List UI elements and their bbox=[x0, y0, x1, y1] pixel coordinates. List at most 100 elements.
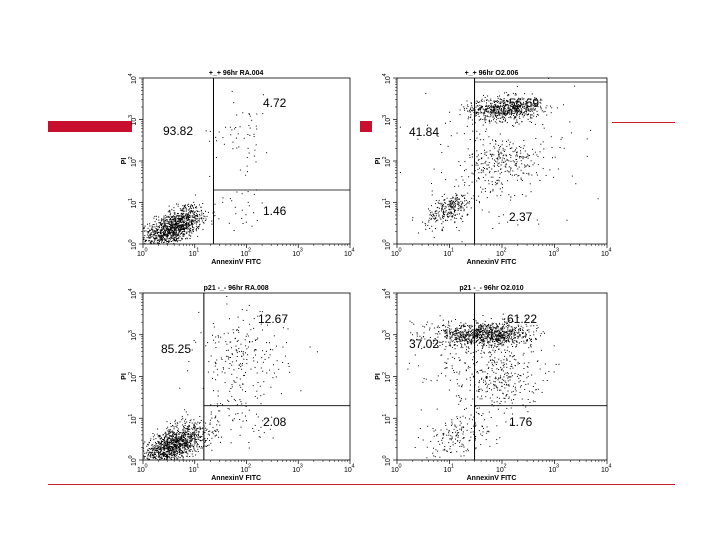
event-point bbox=[316, 351, 318, 353]
event-point bbox=[197, 427, 199, 429]
event-point bbox=[208, 361, 210, 363]
event-point bbox=[170, 442, 172, 444]
y-tick-exponent: 2 bbox=[128, 372, 134, 375]
event-point bbox=[163, 228, 165, 230]
event-point bbox=[458, 161, 460, 163]
event-point bbox=[498, 348, 500, 350]
event-point bbox=[191, 211, 193, 212]
event-point bbox=[485, 130, 487, 132]
event-point bbox=[514, 109, 516, 111]
event-point bbox=[486, 329, 488, 331]
event-point bbox=[508, 331, 510, 333]
event-point bbox=[169, 226, 171, 228]
event-point bbox=[542, 331, 544, 333]
event-point bbox=[433, 168, 435, 170]
event-point bbox=[212, 431, 214, 433]
event-point bbox=[530, 102, 532, 103]
event-point bbox=[172, 237, 174, 239]
event-point bbox=[435, 200, 437, 201]
event-point bbox=[236, 352, 238, 354]
event-point bbox=[215, 157, 217, 158]
event-point bbox=[183, 206, 185, 208]
event-point bbox=[503, 333, 505, 335]
event-point bbox=[529, 337, 530, 339]
event-point bbox=[176, 444, 178, 446]
event-point bbox=[437, 325, 439, 327]
event-point bbox=[520, 178, 522, 180]
event-point bbox=[511, 147, 513, 149]
event-point bbox=[477, 333, 479, 335]
event-point bbox=[429, 214, 431, 216]
event-point bbox=[166, 440, 168, 442]
event-point bbox=[265, 350, 267, 352]
event-point bbox=[167, 231, 169, 233]
event-point bbox=[448, 341, 450, 343]
event-point bbox=[272, 349, 274, 351]
event-point bbox=[512, 320, 514, 322]
event-point bbox=[485, 128, 487, 130]
x-tick-label: 10 bbox=[292, 467, 300, 474]
event-point bbox=[168, 242, 170, 243]
event-point bbox=[185, 440, 187, 442]
event-point bbox=[463, 326, 464, 328]
event-point bbox=[488, 119, 490, 121]
event-point bbox=[248, 205, 250, 207]
event-point bbox=[222, 201, 224, 203]
event-point bbox=[461, 215, 463, 217]
event-point bbox=[479, 112, 481, 114]
event-point bbox=[190, 419, 192, 421]
event-point bbox=[515, 94, 517, 96]
event-point bbox=[180, 219, 182, 221]
event-point bbox=[170, 213, 172, 215]
event-point bbox=[236, 329, 238, 331]
event-point bbox=[160, 450, 162, 451]
event-point bbox=[501, 144, 503, 146]
event-point bbox=[442, 205, 443, 207]
event-point bbox=[182, 435, 184, 437]
event-point bbox=[478, 329, 480, 331]
event-point bbox=[182, 452, 183, 454]
event-point bbox=[416, 338, 418, 340]
x-tick-label: 10 bbox=[444, 251, 452, 258]
event-point bbox=[530, 107, 532, 109]
event-point bbox=[163, 215, 165, 217]
event-point bbox=[182, 432, 184, 434]
event-point bbox=[183, 222, 185, 224]
event-point bbox=[179, 450, 181, 452]
event-point bbox=[181, 212, 183, 214]
event-point bbox=[239, 363, 241, 365]
event-point bbox=[241, 364, 243, 366]
event-point bbox=[496, 161, 498, 163]
event-point bbox=[509, 329, 511, 331]
event-point bbox=[217, 335, 219, 337]
event-point bbox=[165, 458, 167, 460]
event-point bbox=[501, 113, 503, 115]
event-point bbox=[451, 216, 453, 218]
event-point bbox=[186, 449, 188, 451]
event-point bbox=[173, 457, 175, 459]
event-point bbox=[168, 232, 170, 234]
event-point bbox=[527, 106, 529, 108]
event-point bbox=[508, 166, 510, 168]
event-point bbox=[245, 402, 247, 404]
event-point bbox=[163, 442, 165, 444]
event-point bbox=[160, 441, 162, 443]
event-point bbox=[246, 348, 248, 350]
event-point bbox=[449, 111, 451, 113]
event-point bbox=[543, 148, 545, 150]
event-point bbox=[151, 234, 153, 236]
event-point bbox=[176, 221, 178, 222]
event-point bbox=[501, 327, 503, 329]
event-point bbox=[520, 152, 522, 154]
event-point bbox=[510, 329, 512, 331]
event-point bbox=[490, 328, 491, 330]
event-point bbox=[200, 428, 201, 430]
event-point bbox=[269, 354, 271, 356]
event-point bbox=[182, 447, 184, 448]
x-tick-exponent: 1 bbox=[196, 248, 199, 254]
event-point bbox=[157, 456, 159, 458]
event-point bbox=[256, 372, 258, 374]
event-point bbox=[479, 337, 481, 339]
event-point bbox=[181, 220, 183, 222]
event-point bbox=[161, 230, 162, 232]
